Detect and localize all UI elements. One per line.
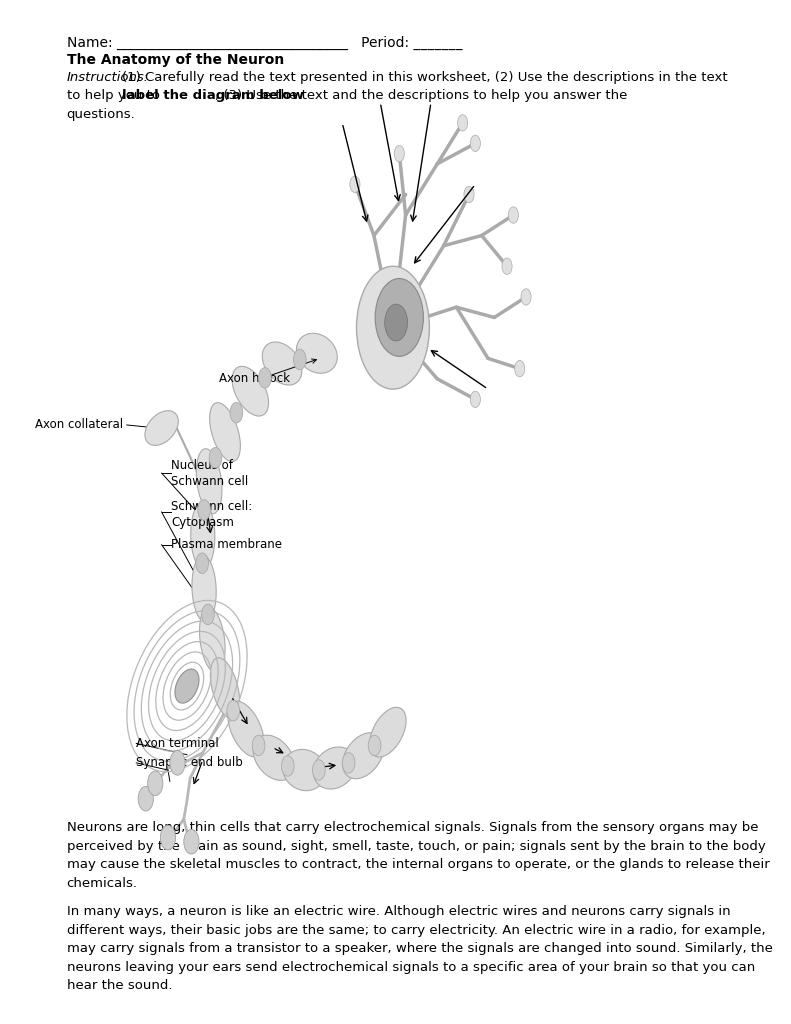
Circle shape bbox=[227, 700, 240, 721]
Circle shape bbox=[509, 207, 518, 223]
Ellipse shape bbox=[313, 746, 356, 790]
Text: , (3) Use the text and the descriptions to help you answer the: , (3) Use the text and the descriptions … bbox=[215, 89, 628, 102]
Ellipse shape bbox=[210, 402, 240, 462]
Text: Synaptic end bulb: Synaptic end bulb bbox=[136, 757, 243, 769]
Ellipse shape bbox=[228, 701, 264, 757]
Circle shape bbox=[464, 186, 474, 203]
Circle shape bbox=[252, 735, 265, 756]
Ellipse shape bbox=[199, 607, 225, 673]
Circle shape bbox=[369, 735, 381, 756]
Text: Axon hillock: Axon hillock bbox=[218, 373, 290, 385]
Circle shape bbox=[471, 135, 480, 152]
Circle shape bbox=[343, 753, 355, 773]
Circle shape bbox=[259, 368, 271, 388]
Circle shape bbox=[375, 279, 423, 356]
Text: Name: _________________________________   Period: _______: Name: _________________________________ … bbox=[66, 36, 462, 50]
Circle shape bbox=[515, 360, 524, 377]
Ellipse shape bbox=[210, 657, 240, 719]
Text: Axon terminal: Axon terminal bbox=[136, 737, 219, 750]
Text: In many ways, a neuron is like an electric wire. Although electric wires and neu: In many ways, a neuron is like an electr… bbox=[66, 905, 773, 992]
Circle shape bbox=[384, 304, 407, 341]
Ellipse shape bbox=[192, 556, 216, 622]
Circle shape bbox=[502, 258, 512, 274]
Circle shape bbox=[230, 402, 243, 423]
Circle shape bbox=[170, 751, 185, 775]
Ellipse shape bbox=[145, 411, 178, 445]
Ellipse shape bbox=[282, 750, 326, 791]
Ellipse shape bbox=[343, 733, 384, 778]
Text: Neurons are long, thin cells that carry electrochemical signals. Signals from th: Neurons are long, thin cells that carry … bbox=[66, 821, 770, 890]
Circle shape bbox=[198, 500, 210, 520]
Circle shape bbox=[184, 829, 199, 854]
Text: (1) Carefully read the text presented in this worksheet, (2) Use the description: (1) Carefully read the text presented in… bbox=[122, 71, 727, 84]
Circle shape bbox=[394, 145, 404, 162]
Text: to help you to: to help you to bbox=[66, 89, 164, 102]
Ellipse shape bbox=[175, 669, 199, 703]
Ellipse shape bbox=[369, 708, 406, 757]
Circle shape bbox=[350, 176, 360, 193]
Circle shape bbox=[282, 756, 294, 776]
Ellipse shape bbox=[196, 449, 222, 514]
Text: The Anatomy of the Neuron: The Anatomy of the Neuron bbox=[66, 53, 284, 68]
Ellipse shape bbox=[253, 735, 294, 780]
Circle shape bbox=[312, 760, 325, 780]
Text: questions.: questions. bbox=[66, 108, 135, 121]
Ellipse shape bbox=[357, 266, 430, 389]
Circle shape bbox=[196, 553, 209, 573]
Ellipse shape bbox=[191, 503, 215, 568]
Circle shape bbox=[457, 115, 467, 131]
Circle shape bbox=[471, 391, 480, 408]
Text: Schwann cell:
Cytoplasm: Schwann cell: Cytoplasm bbox=[171, 500, 252, 528]
Circle shape bbox=[209, 447, 221, 468]
Circle shape bbox=[202, 604, 214, 625]
Ellipse shape bbox=[263, 342, 302, 385]
Text: Plasma membrane: Plasma membrane bbox=[171, 539, 282, 551]
Circle shape bbox=[148, 771, 163, 796]
Circle shape bbox=[161, 825, 176, 850]
Text: Axon collateral: Axon collateral bbox=[36, 419, 123, 431]
Text: label the diagram below: label the diagram below bbox=[122, 89, 304, 102]
Circle shape bbox=[138, 786, 153, 811]
Text: Nucleus of
Schwann cell: Nucleus of Schwann cell bbox=[171, 459, 248, 487]
Circle shape bbox=[521, 289, 531, 305]
Ellipse shape bbox=[232, 367, 269, 416]
Text: Instructions:: Instructions: bbox=[66, 71, 149, 84]
Ellipse shape bbox=[297, 333, 337, 374]
Circle shape bbox=[293, 349, 306, 370]
